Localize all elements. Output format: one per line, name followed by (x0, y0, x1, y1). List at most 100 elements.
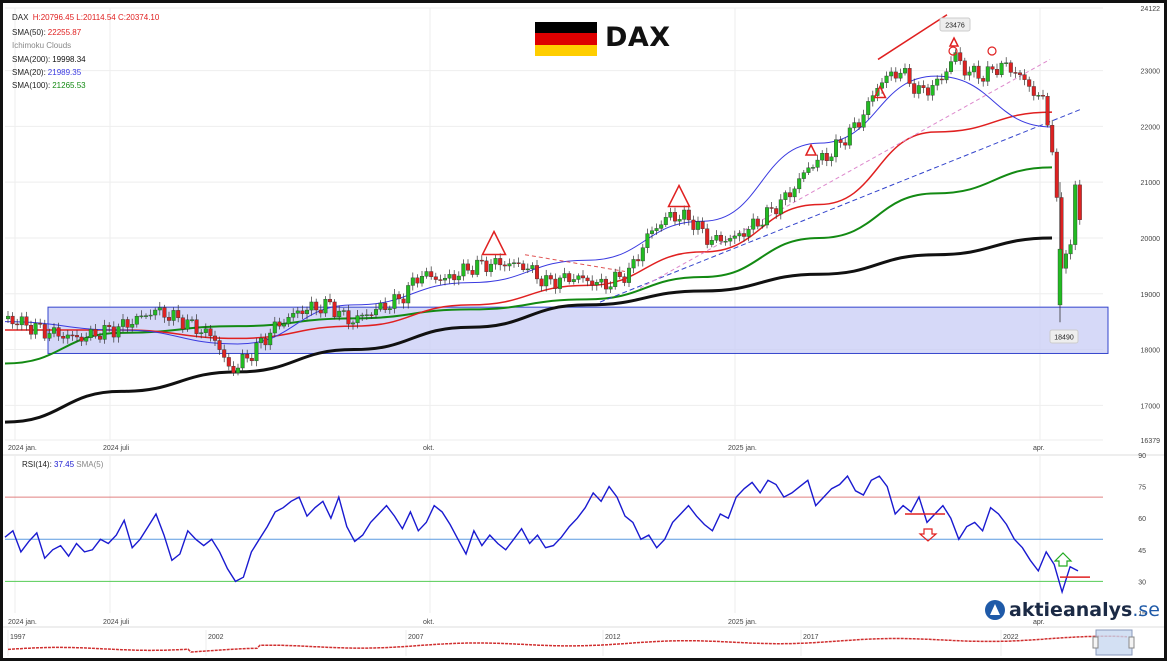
candle-body (732, 235, 737, 239)
candle-body (903, 68, 908, 74)
candle-body (466, 263, 471, 271)
candle-body (930, 85, 935, 96)
candle-body (783, 192, 788, 200)
candle-body (61, 336, 66, 339)
candle-body (272, 321, 277, 334)
candle-body (571, 279, 576, 282)
up-arrow-icon (1053, 552, 1073, 567)
rsi-tick-label: 75 (1138, 485, 1146, 492)
triangle-marker (873, 84, 887, 99)
candle-body (516, 262, 521, 264)
candle-body (245, 354, 250, 359)
candle-body (19, 316, 24, 326)
candle-body (148, 314, 153, 317)
candle-body (212, 335, 217, 341)
candle-body (1031, 86, 1036, 96)
candle-body (696, 221, 701, 230)
candle-body (558, 277, 563, 289)
rsi-tick-label: 15 (1138, 611, 1146, 618)
rsi-sma-label: SMA(5) (76, 460, 104, 469)
candle-body (866, 101, 871, 115)
candle-body (926, 87, 931, 96)
candle-body (806, 167, 811, 173)
rsi-tick-label: 30 (1138, 579, 1146, 586)
candle-body (125, 319, 130, 328)
candle-body (636, 259, 641, 262)
x-tick-label: okt. (423, 445, 434, 452)
candle-body (107, 325, 112, 327)
candle-body (907, 68, 912, 84)
brand-logo[interactable]: aktieanalys .se (985, 598, 1160, 622)
x-tick-label: 2024 juli (103, 445, 130, 452)
brand-name: aktieanalys (1009, 599, 1133, 621)
candle-body (84, 337, 89, 342)
candle-body (512, 262, 517, 264)
candle-body (346, 310, 351, 325)
candle-body (604, 278, 609, 290)
trend-line (599, 109, 1081, 303)
candle-body (157, 307, 162, 311)
down-arrow-icon (918, 528, 938, 542)
x-tick-label: apr. (1033, 445, 1045, 452)
rsi-x-tick-label: 2024 jan. (8, 619, 37, 626)
candle-body (539, 278, 544, 287)
candle-body (861, 114, 866, 128)
triangle-marker (667, 183, 691, 208)
candle-body (608, 286, 613, 290)
nav-tick-label: 2002 (208, 634, 224, 641)
candle-body (999, 62, 1004, 75)
candle-body (622, 276, 627, 283)
candle-body (433, 276, 438, 280)
candle-body (728, 238, 733, 242)
sma-line-2 (5, 111, 1053, 340)
circle-marker (948, 46, 958, 56)
nav-handle-left (1092, 636, 1099, 649)
candle-body (88, 329, 93, 338)
candle-body (406, 285, 411, 304)
candle-body (755, 218, 760, 227)
legend-sma20: SMA(20): 21989.35 (12, 68, 81, 77)
candle-body (613, 271, 618, 287)
legend-symbol: DAX (12, 13, 29, 22)
candle-body (263, 337, 268, 346)
x-tick-label: 2024 jan. (8, 445, 37, 452)
candle-body (981, 78, 986, 82)
candle-body (1063, 253, 1068, 269)
candle-body (765, 207, 770, 226)
circle-marker (987, 46, 997, 56)
candle-body (277, 321, 282, 327)
candle-body (544, 275, 549, 287)
candle-body (852, 122, 857, 129)
candle-body (282, 323, 287, 327)
candle-body (939, 78, 944, 81)
candle-body (461, 263, 466, 277)
candle-body (456, 275, 461, 281)
candle-body (420, 276, 425, 284)
candle-body (369, 314, 374, 316)
rsi-x-tick-label: 2024 juli (103, 619, 130, 626)
y-tick-label: 18000 (1141, 348, 1161, 355)
candle-body (351, 322, 356, 325)
candle-body (180, 317, 185, 330)
candle-body (627, 267, 632, 283)
candle-body (811, 167, 816, 169)
candle-body (447, 274, 452, 279)
candle-body (686, 209, 691, 221)
sma-line-3 (4, 75, 1053, 345)
candle-body (659, 224, 664, 229)
candle-body (792, 188, 797, 198)
candle-body (797, 178, 802, 190)
candle-body (801, 172, 806, 179)
legend-ichimoku: Ichimoku Clouds (12, 41, 71, 50)
low-annotation-box (1049, 329, 1079, 344)
candle-body (1027, 79, 1032, 87)
candle-body (268, 332, 273, 346)
nav-range-selector (1095, 629, 1133, 656)
y-tick-label: 19000 (1141, 292, 1161, 299)
candle-body (820, 153, 825, 161)
candle-body (884, 75, 889, 83)
candle-body (208, 328, 213, 337)
candle-body (967, 71, 972, 76)
